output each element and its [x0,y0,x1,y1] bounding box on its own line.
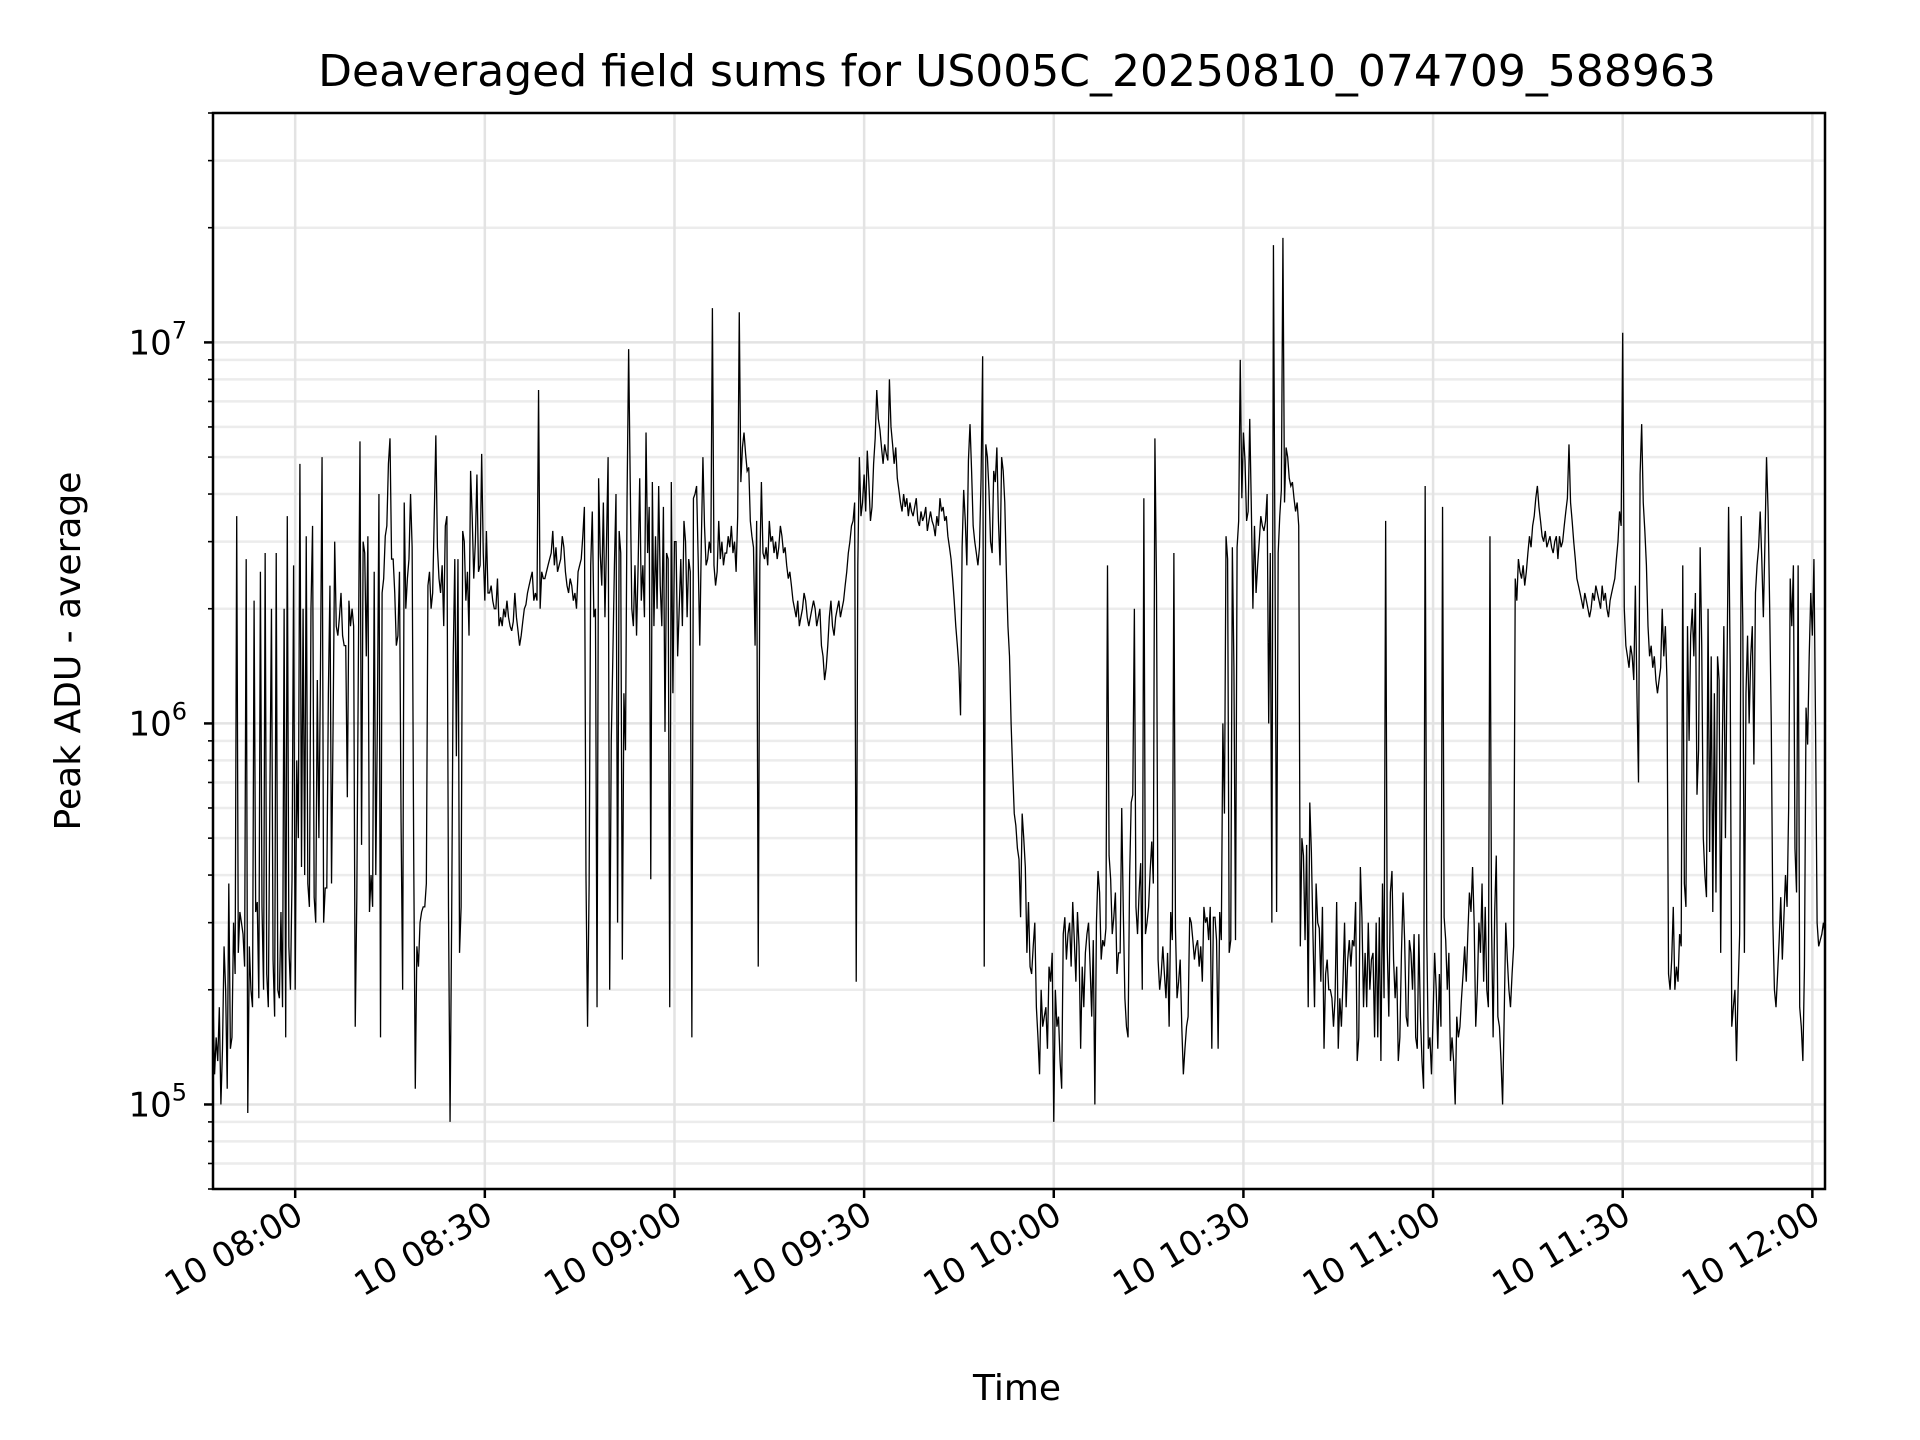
x-tick-label: 10 09:00 [537,1194,689,1305]
series-line [213,237,1825,1122]
x-tick-label: 10 08:30 [348,1194,500,1305]
plot-frame [211,111,1827,1191]
x-tick-label: 10 10:00 [917,1194,1069,1305]
plot-area [213,237,1825,1122]
x-tick-label: 10 12:00 [1675,1194,1827,1305]
x-tick-label: 10 11:30 [1486,1194,1638,1305]
x-tick-label: 10 08:00 [158,1194,310,1305]
x-tick-label: 10 11:00 [1296,1194,1448,1305]
x-axis: 10 08:00 10 08:30 10 09:00 10 09:30 10 10:00… [158,1189,1827,1305]
grid [213,111,1825,1191]
y-tick-label: 107 [128,316,187,363]
chart-title: Deaveraged field sums for US005C_2025081… [318,46,1716,97]
y-tick-label: 105 [128,1078,187,1125]
x-tick-label: 10 09:30 [727,1194,879,1305]
x-tick-label: 10 10:30 [1106,1194,1258,1305]
y-tick-label: 106 [128,697,187,744]
y-axis: 105 106 107 [128,112,213,1190]
y-axis-label: Peak ADU - average [48,472,89,831]
x-axis-label: Time [972,1368,1061,1409]
